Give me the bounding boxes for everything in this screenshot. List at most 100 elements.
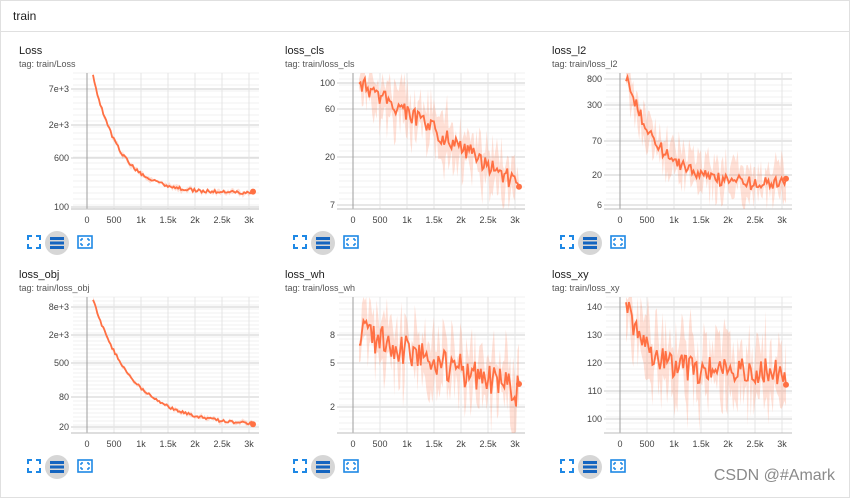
x-tick-label: 2.5k	[746, 439, 764, 449]
chart-tag: tag: train/loss_l2	[552, 59, 618, 69]
chart-card-loss-wh: loss_wh tag: train/loss_wh 8 5 2 0 500 1k 1.5k…	[279, 255, 545, 487]
raw-series-band	[93, 73, 253, 198]
fit-domain-icon	[343, 459, 359, 473]
line-chart[interactable]: 7e+3 2e+3 600 100 0 500 1k 1.5k 2k 2.5k 3k	[13, 69, 279, 233]
x-tick-label: 500	[106, 215, 121, 225]
fit-domain-button[interactable]	[606, 455, 630, 479]
fit-domain-icon	[343, 235, 359, 249]
chart-tag: tag: train/loss_wh	[285, 283, 356, 293]
toggle-log-scale-button[interactable]	[578, 455, 602, 479]
fullscreen-button[interactable]	[23, 455, 47, 479]
y-tick-label: 2e+3	[49, 330, 69, 340]
x-tick-label: 1k	[669, 439, 679, 449]
y-tick-label: 100	[54, 202, 69, 212]
series-end-point	[250, 188, 256, 195]
raw-series-band	[359, 297, 519, 433]
chart-title: loss_xy	[552, 269, 589, 281]
x-tick-label: 1k	[136, 439, 146, 449]
x-tick-label: 0	[350, 215, 355, 225]
toggle-log-scale-button[interactable]	[45, 455, 69, 479]
fullscreen-button[interactable]	[23, 231, 47, 255]
y-tick-label: 130	[587, 330, 602, 340]
fullscreen-button[interactable]	[289, 231, 313, 255]
x-tick-label: 1k	[402, 439, 412, 449]
x-tick-label: 2k	[456, 215, 466, 225]
x-tick-label: 500	[639, 439, 654, 449]
x-tick-label: 1k	[136, 215, 146, 225]
x-tick-label: 2.5k	[746, 215, 764, 225]
x-tick-label: 1.5k	[159, 439, 177, 449]
chart-card-loss-l2: loss_l2 tag: train/loss_l2 800 300 70 20 6 0 5…	[546, 31, 812, 263]
fit-domain-button[interactable]	[606, 231, 630, 255]
chart-title: loss_cls	[285, 45, 325, 57]
smoothed-series-line[interactable]	[625, 73, 787, 191]
chart-tag: tag: train/loss_obj	[19, 283, 90, 293]
fit-domain-button[interactable]	[339, 455, 363, 479]
y-tick-label: 100	[587, 414, 602, 424]
series-end-point	[250, 421, 256, 428]
lines-icon	[583, 461, 597, 473]
line-chart[interactable]: 800 300 70 20 6 0 500 1k 1.5k 2k 2.5k 3k	[546, 69, 812, 233]
smoothed-series-line[interactable]	[92, 299, 254, 426]
fullscreen-icon	[27, 459, 41, 473]
line-chart[interactable]: 100 60 20 7 0 500 1k 1.5k 2k 2.5k 3k	[279, 69, 545, 233]
y-tick-label: 60	[325, 104, 335, 114]
fit-domain-icon	[77, 459, 93, 473]
x-tick-label: 500	[372, 215, 387, 225]
fit-domain-icon	[610, 459, 626, 473]
x-tick-label: 3k	[777, 215, 787, 225]
line-chart[interactable]: 8e+3 2e+3 500 80 20 0 500 1k 1.5k 2k 2.5k 3k	[13, 293, 279, 457]
x-tick-label: 1k	[669, 215, 679, 225]
series-end-point	[516, 183, 522, 190]
toggle-log-scale-button[interactable]	[45, 231, 69, 255]
line-chart[interactable]: 140 130 120 110 100 0 500 1k 1.5k 2k 2.5k 3k	[546, 293, 812, 457]
y-tick-label: 8e+3	[49, 302, 69, 312]
line-chart[interactable]: 8 5 2 0 500 1k 1.5k 2k 2.5k 3k	[279, 293, 545, 457]
fullscreen-icon	[293, 235, 307, 249]
group-header[interactable]: train	[1, 1, 849, 32]
x-tick-label: 1.5k	[692, 215, 710, 225]
y-tick-label: 2e+3	[49, 120, 69, 130]
smoothed-series-line[interactable]	[358, 317, 520, 407]
toggle-log-scale-button[interactable]	[311, 231, 335, 255]
toggle-log-scale-button[interactable]	[578, 231, 602, 255]
x-tick-label: 2k	[456, 439, 466, 449]
chart-card-loss-cls: loss_cls tag: train/loss_cls 100 60 20 7 0 50…	[279, 31, 545, 263]
fit-domain-button[interactable]	[73, 455, 97, 479]
x-tick-label: 500	[639, 215, 654, 225]
fullscreen-icon	[293, 459, 307, 473]
y-tick-label: 110	[588, 386, 602, 396]
y-tick-label: 8	[330, 330, 335, 340]
chart-title: loss_l2	[552, 45, 587, 57]
y-tick-label: 5	[330, 358, 335, 368]
fullscreen-button[interactable]	[556, 231, 580, 255]
fit-domain-button[interactable]	[339, 231, 363, 255]
lines-icon	[50, 461, 64, 473]
chart-toolbar	[23, 455, 143, 479]
smoothed-series-line[interactable]	[358, 75, 520, 188]
series-end-point	[516, 380, 522, 387]
x-tick-label: 0	[617, 439, 622, 449]
y-tick-label: 600	[54, 153, 69, 163]
lines-icon	[583, 237, 597, 249]
fullscreen-button[interactable]	[556, 455, 580, 479]
chart-tag: tag: train/Loss	[19, 59, 76, 69]
fit-domain-button[interactable]	[73, 231, 97, 255]
fullscreen-button[interactable]	[289, 455, 313, 479]
x-tick-label: 1.5k	[159, 215, 177, 225]
x-tick-label: 3k	[244, 215, 254, 225]
y-tick-label: 800	[587, 74, 602, 84]
x-tick-label: 3k	[777, 439, 787, 449]
x-tick-label: 500	[106, 439, 121, 449]
x-tick-label: 2.5k	[479, 439, 497, 449]
watermark: CSDN @#Amark	[713, 467, 835, 484]
y-tick-label: 70	[592, 136, 602, 146]
toggle-log-scale-button[interactable]	[311, 455, 335, 479]
x-tick-label: 1.5k	[425, 439, 443, 449]
series-end-point	[783, 381, 789, 388]
chart-toolbar	[289, 231, 409, 255]
smoothed-series-line[interactable]	[92, 74, 254, 195]
smoothed-series-line[interactable]	[625, 301, 787, 386]
x-tick-label: 0	[84, 215, 89, 225]
